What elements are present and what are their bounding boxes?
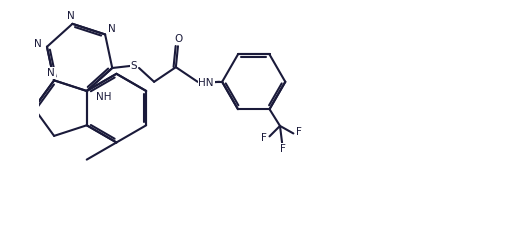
Text: F: F <box>296 127 302 137</box>
Text: O: O <box>175 34 183 44</box>
Text: HN: HN <box>198 79 214 89</box>
Text: N: N <box>34 39 42 49</box>
Text: F: F <box>261 133 267 143</box>
Text: S: S <box>131 61 137 71</box>
Text: N: N <box>108 24 116 34</box>
Text: N: N <box>47 68 55 78</box>
Text: NH: NH <box>96 92 112 102</box>
Text: N: N <box>67 11 74 21</box>
Text: F: F <box>280 144 286 154</box>
